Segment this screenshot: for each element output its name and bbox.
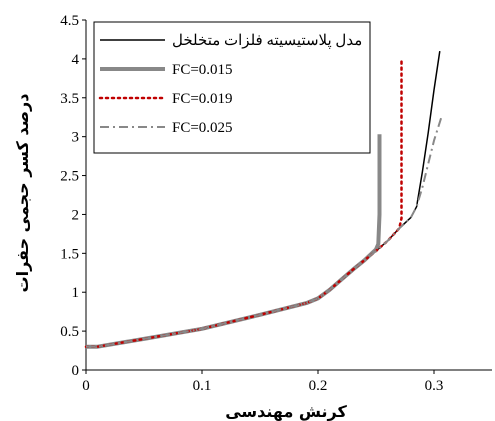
legend-label-1: مدل پلاستیسیته فلزات متخلخل: [172, 33, 362, 49]
legend-label-2: FC=0.015: [172, 62, 233, 78]
x-axis-title: کرنش مهندسی: [225, 402, 347, 421]
x-tick-label: 0.1: [193, 378, 212, 394]
y-tick-label: 2: [72, 207, 80, 223]
y-tick-label: 3.5: [60, 91, 79, 107]
y-tick-label: 4.5: [60, 13, 79, 29]
y-axis-title: درصد کسر حجمی حفرات: [13, 94, 32, 293]
legend-label-4: FC=0.025: [172, 120, 233, 136]
legend-box: [93, 21, 371, 154]
y-tick-label: 0: [72, 363, 80, 379]
y-tick-label: 2.5: [60, 169, 79, 185]
y-tick-label: 3: [72, 130, 80, 146]
y-tick-label: 1: [72, 285, 80, 301]
series-line-2: [86, 134, 382, 349]
y-tick-label: 0.5: [60, 324, 79, 340]
y-tick-label: 1.5: [60, 246, 79, 262]
series-line-4: [86, 114, 444, 348]
legend-label-3: FC=0.019: [172, 91, 233, 107]
x-tick-label: 0.3: [425, 378, 444, 394]
x-tick-label: 0.2: [309, 378, 328, 394]
x-tick-label: 0: [82, 378, 90, 394]
y-tick-label: 4: [72, 52, 80, 68]
